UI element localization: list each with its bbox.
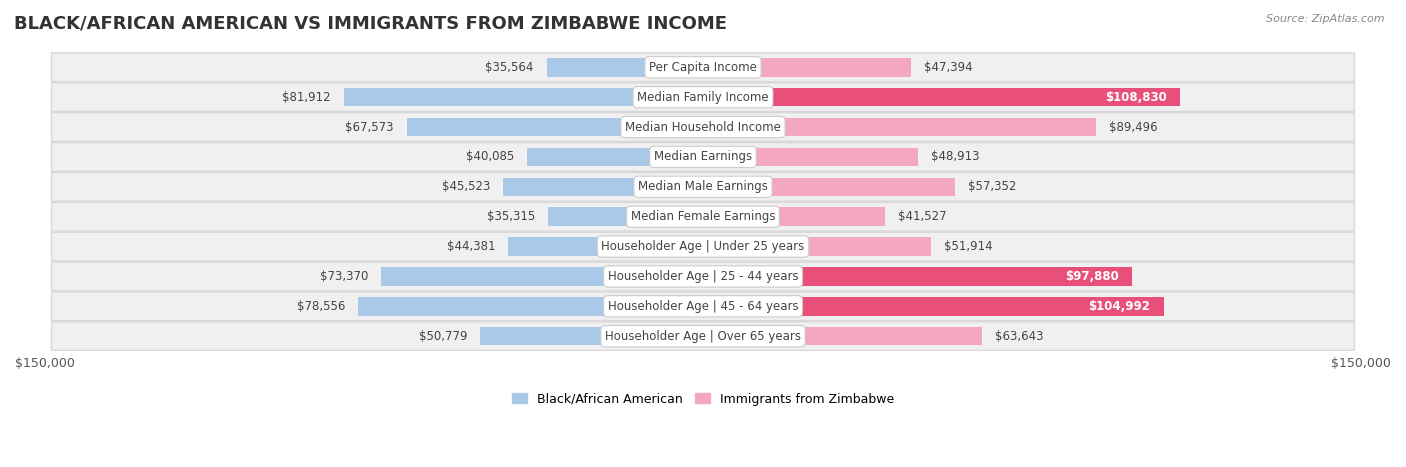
Bar (703, 58, 911, 77)
Text: Median Earnings: Median Earnings (654, 150, 752, 163)
Text: Per Capita Income: Per Capita Income (650, 61, 756, 74)
Text: $50,779: $50,779 (419, 330, 467, 343)
Text: Householder Age | 45 - 64 years: Householder Age | 45 - 64 years (607, 300, 799, 313)
Bar (703, 88, 1181, 106)
Text: $48,913: $48,913 (931, 150, 979, 163)
Bar (548, 207, 703, 226)
Text: $47,394: $47,394 (924, 61, 973, 74)
Text: $73,370: $73,370 (319, 270, 368, 283)
Text: Median Family Income: Median Family Income (637, 91, 769, 104)
FancyBboxPatch shape (52, 53, 1354, 82)
Text: $35,315: $35,315 (486, 210, 534, 223)
Text: $35,564: $35,564 (485, 61, 534, 74)
Legend: Black/African American, Immigrants from Zimbabwe: Black/African American, Immigrants from … (506, 388, 900, 410)
Bar (703, 118, 1095, 136)
FancyBboxPatch shape (52, 262, 1354, 291)
Bar (703, 207, 886, 226)
Text: $97,880: $97,880 (1066, 270, 1119, 283)
Text: $81,912: $81,912 (281, 91, 330, 104)
Text: $57,352: $57,352 (967, 180, 1017, 193)
Text: Householder Age | Under 25 years: Householder Age | Under 25 years (602, 240, 804, 253)
Bar (547, 58, 703, 77)
Bar (406, 118, 703, 136)
Text: $63,643: $63,643 (995, 330, 1043, 343)
Text: $108,830: $108,830 (1105, 91, 1167, 104)
Text: Householder Age | Over 65 years: Householder Age | Over 65 years (605, 330, 801, 343)
FancyBboxPatch shape (52, 322, 1354, 351)
Text: Median Female Earnings: Median Female Earnings (631, 210, 775, 223)
Text: Householder Age | 25 - 44 years: Householder Age | 25 - 44 years (607, 270, 799, 283)
Bar (703, 148, 918, 166)
Text: $78,556: $78,556 (297, 300, 346, 313)
FancyBboxPatch shape (52, 202, 1354, 231)
Text: $41,527: $41,527 (898, 210, 948, 223)
FancyBboxPatch shape (52, 113, 1354, 142)
Text: BLACK/AFRICAN AMERICAN VS IMMIGRANTS FROM ZIMBABWE INCOME: BLACK/AFRICAN AMERICAN VS IMMIGRANTS FRO… (14, 14, 727, 32)
Bar (381, 267, 703, 286)
Bar (359, 297, 703, 316)
Bar (527, 148, 703, 166)
Bar (703, 297, 1164, 316)
Bar (703, 237, 931, 256)
FancyBboxPatch shape (52, 232, 1354, 261)
Bar (343, 88, 703, 106)
Text: Median Household Income: Median Household Income (626, 120, 780, 134)
Text: $89,496: $89,496 (1109, 120, 1157, 134)
Bar (509, 237, 703, 256)
Text: $67,573: $67,573 (344, 120, 394, 134)
Text: $44,381: $44,381 (447, 240, 495, 253)
FancyBboxPatch shape (52, 83, 1354, 112)
FancyBboxPatch shape (52, 172, 1354, 201)
Bar (703, 327, 983, 346)
Text: Source: ZipAtlas.com: Source: ZipAtlas.com (1267, 14, 1385, 24)
Text: Median Male Earnings: Median Male Earnings (638, 180, 768, 193)
Text: $40,085: $40,085 (465, 150, 515, 163)
Text: $45,523: $45,523 (441, 180, 491, 193)
Bar (703, 267, 1132, 286)
Bar (503, 177, 703, 196)
FancyBboxPatch shape (52, 292, 1354, 321)
Text: $51,914: $51,914 (943, 240, 993, 253)
Text: $104,992: $104,992 (1088, 300, 1150, 313)
Bar (703, 177, 955, 196)
FancyBboxPatch shape (52, 142, 1354, 171)
Bar (481, 327, 703, 346)
